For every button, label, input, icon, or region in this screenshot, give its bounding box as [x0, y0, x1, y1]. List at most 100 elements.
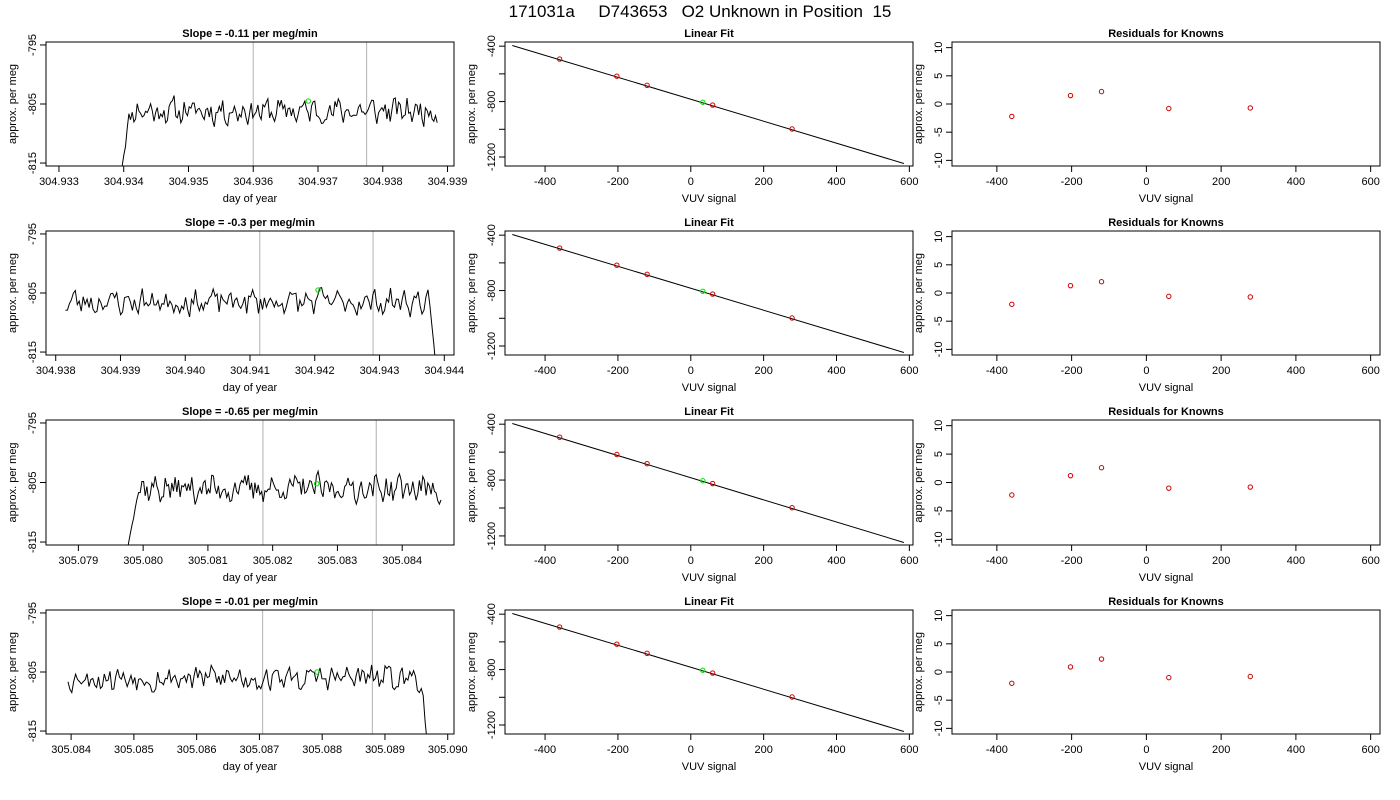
y-tick-label: -10 — [933, 152, 945, 168]
known-point — [644, 650, 650, 657]
panel-3-2: Linear Fit -400 -200 0 200 400 600 -400 -800 -120… — [466, 406, 919, 584]
known-point — [1247, 105, 1253, 111]
known-point — [709, 102, 716, 108]
x-tick-label: -200 — [607, 176, 629, 188]
x-tick-label: 305.088 — [302, 744, 342, 756]
x-tick-label: 304.938 — [36, 365, 76, 377]
x-tick-label: 400 — [1287, 365, 1305, 377]
y-axis-label: approx. per meg — [913, 253, 925, 333]
x-tick-label: -400 — [534, 176, 556, 188]
y-tick-label: -795 — [27, 412, 39, 434]
y-tick-label: 5 — [933, 73, 945, 79]
series-line — [65, 286, 436, 355]
unknown-point — [700, 478, 706, 484]
x-tick-label: -400 — [986, 365, 1008, 377]
y-tick-label: 10 — [933, 231, 945, 243]
x-tick-label: 600 — [1361, 744, 1379, 756]
known-point — [644, 461, 650, 467]
panel-title: Linear Fit — [684, 28, 734, 40]
y-tick-label: 5 — [933, 451, 945, 457]
x-tick-label: 200 — [754, 365, 772, 377]
y-tick-label: -400 — [486, 603, 498, 625]
x-axis-label: VUV signal — [682, 382, 736, 394]
y-tick-label: -800 — [486, 91, 498, 113]
y-axis-label: approx. per meg — [7, 64, 19, 144]
x-axis-label: VUV signal — [1139, 572, 1193, 584]
x-tick-label: 305.082 — [253, 555, 293, 567]
known-point — [1166, 674, 1172, 681]
fit-line — [512, 233, 905, 353]
plot-frame — [45, 230, 455, 356]
x-tick-label: 200 — [1212, 744, 1230, 756]
panel-2-2: Linear Fit -400 -200 0 200 400 600 -400 -800 -120… — [466, 217, 919, 394]
known-point — [556, 434, 563, 440]
x-tick-label: 304.936 — [233, 176, 273, 188]
known-point — [1166, 293, 1172, 300]
x-axis-label: VUV signal — [1139, 193, 1193, 205]
x-tick-label: 400 — [1287, 744, 1305, 756]
x-tick-label: -400 — [986, 176, 1008, 188]
x-tick-label: -400 — [534, 744, 556, 756]
y-tick-label: -1200 — [486, 143, 498, 171]
fit-line — [512, 44, 905, 164]
panel-title: Linear Fit — [684, 596, 734, 608]
x-tick-label: 400 — [827, 744, 845, 756]
x-tick-label: 304.943 — [360, 365, 400, 377]
y-tick-label: 10 — [933, 610, 945, 622]
known-point — [1098, 279, 1105, 285]
known-point — [1098, 656, 1105, 662]
unknown-point — [700, 99, 706, 105]
known-point — [614, 641, 620, 647]
x-tick-label: -200 — [1061, 365, 1083, 377]
x-tick-label: 200 — [1212, 176, 1230, 188]
y-tick-label: -1200 — [486, 332, 498, 360]
x-tick-label: 200 — [1212, 365, 1230, 377]
x-tick-label: 0 — [1143, 744, 1149, 756]
y-tick-label: -10 — [933, 720, 945, 736]
fit-line — [512, 612, 905, 732]
y-axis-label: approx. per meg — [466, 64, 478, 144]
x-tick-label: 305.084 — [51, 744, 91, 756]
plot-frame — [951, 419, 1381, 546]
x-tick-label: 0 — [1143, 555, 1149, 567]
x-axis-label: day of year — [223, 761, 278, 773]
y-tick-label: -400 — [486, 413, 498, 435]
known-point — [1009, 301, 1015, 307]
panel-1-2: Linear Fit -400 -200 0 200 400 600 -400 -800 -120… — [466, 28, 919, 205]
known-point — [1098, 465, 1105, 471]
x-tick-label: 304.934 — [104, 176, 144, 188]
known-point — [1009, 680, 1015, 686]
y-tick-label: -805 — [27, 93, 39, 115]
y-tick-label: 10 — [933, 420, 945, 432]
panel-title: Residuals for Knowns — [1108, 28, 1224, 40]
unknown-point — [700, 288, 706, 294]
panel-title: Slope = -0.01 per meg/min — [182, 596, 318, 608]
known-point — [614, 73, 620, 79]
x-tick-label: 0 — [1143, 176, 1149, 188]
y-tick-label: -10 — [933, 531, 945, 547]
plot-frame — [951, 41, 1381, 167]
y-axis-label: approx. per meg — [913, 64, 925, 144]
x-tick-label: 305.079 — [58, 555, 98, 567]
y-tick-label: -815 — [27, 531, 39, 553]
known-point — [556, 624, 563, 630]
x-tick-label: 304.939 — [428, 176, 468, 188]
x-axis-label: day of year — [223, 572, 278, 584]
x-tick-label: 0 — [1143, 365, 1149, 377]
x-tick-label: 305.084 — [382, 555, 422, 567]
unknown-point — [700, 667, 706, 673]
x-tick-label: 305.085 — [114, 744, 154, 756]
known-point — [709, 480, 716, 487]
x-tick-label: 400 — [827, 555, 845, 567]
x-tick-label: -200 — [607, 365, 629, 377]
x-tick-label: 304.937 — [298, 176, 338, 188]
known-point — [1009, 492, 1015, 498]
x-tick-label: 304.942 — [295, 365, 335, 377]
y-tick-label: -815 — [27, 341, 39, 363]
x-tick-label: 304.940 — [165, 365, 205, 377]
x-tick-label: 600 — [1361, 176, 1379, 188]
y-axis-label: approx. per meg — [913, 442, 925, 522]
x-tick-label: 600 — [900, 555, 918, 567]
known-point — [709, 291, 716, 297]
